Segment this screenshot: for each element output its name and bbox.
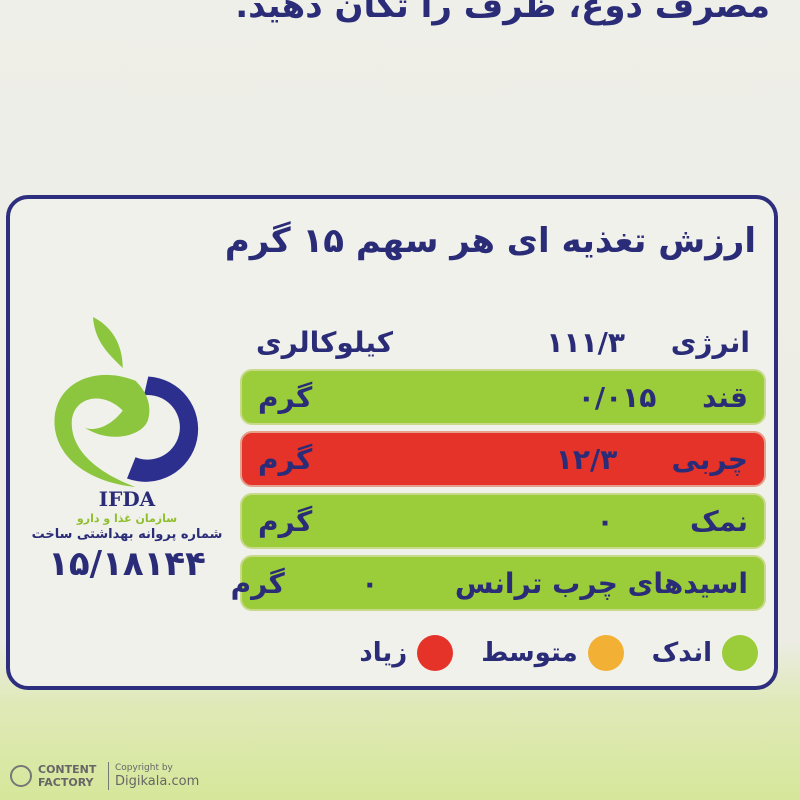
trans-fat-unit: گرم xyxy=(230,566,285,600)
watermark-brand: CONTENT FACTORY xyxy=(38,763,97,789)
ifda-emblem-icon xyxy=(54,317,199,487)
sugar-row: قند ۰/۰۱۵ گرم xyxy=(240,369,766,425)
legend-high-label: زیاد xyxy=(359,638,408,668)
sugar-label: قند xyxy=(702,380,748,414)
energy-row: انرژی ۱۱۱/۳ کیلوکالری xyxy=(240,319,766,365)
legend-high: زیاد xyxy=(359,635,454,671)
medium-dot-icon xyxy=(587,635,624,671)
high-dot-icon xyxy=(417,635,454,671)
ifda-org: سازمان غذا و دارو xyxy=(76,512,178,525)
legend-low: اندک xyxy=(652,635,758,671)
fat-value: ۱۲/۳ xyxy=(555,442,618,476)
salt-label: نمک xyxy=(690,504,748,538)
content-factory-logo-icon xyxy=(10,765,32,787)
legend-low-label: اندک xyxy=(651,638,712,668)
sugar-unit: گرم xyxy=(258,380,313,414)
nutrition-label: ارزش تغذیه ای هر سهم ۱۵ گرم انرژی ۱۱۱/۳ … xyxy=(6,195,778,690)
energy-label: انرژی xyxy=(670,325,750,359)
energy-value: ۱۱۱/۳ xyxy=(546,325,625,359)
salt-value: ۰ xyxy=(596,504,614,538)
energy-unit: کیلوکالری xyxy=(256,325,394,359)
watermark-site: Digikala.com xyxy=(115,774,200,789)
ifda-logo: IFDA سازمان غذا و دارو شماره پروانه بهدا… xyxy=(22,317,232,584)
trans-fat-label: اسیدهای چرب ترانس xyxy=(454,566,748,600)
trans-fat-row: اسیدهای چرب ترانس ۰ گرم xyxy=(231,555,766,611)
ifda-text: IFDA xyxy=(98,487,156,511)
license-label: شماره پروانه بهداشتی ساخت xyxy=(31,527,223,542)
salt-row: نمک ۰ گرم xyxy=(240,493,766,549)
sugar-value: ۰/۰۱۵ xyxy=(577,380,657,414)
legend-medium-label: متوسط xyxy=(481,638,578,668)
legend: اندک متوسط زیاد xyxy=(260,635,758,671)
label-title: ارزش تغذیه ای هر سهم ۱۵ گرم xyxy=(224,221,756,261)
fat-unit: گرم xyxy=(258,442,313,476)
watermark: CONTENT FACTORY Copyright by Digikala.co… xyxy=(10,762,199,790)
legend-medium: متوسط xyxy=(481,635,624,671)
low-dot-icon xyxy=(722,635,758,671)
salt-unit: گرم xyxy=(258,504,313,538)
fat-label: چربی xyxy=(671,442,748,476)
fat-row: چربی ۱۲/۳ گرم xyxy=(240,431,766,487)
trans-fat-value: ۰ xyxy=(361,566,379,600)
instruction-text: مصرف دوغ، ظرف را تکان دهید. xyxy=(235,0,770,26)
license-number: ۱۵/۱۸۱۴۴ xyxy=(48,544,206,584)
watermark-copyright: Copyright by xyxy=(115,763,173,773)
